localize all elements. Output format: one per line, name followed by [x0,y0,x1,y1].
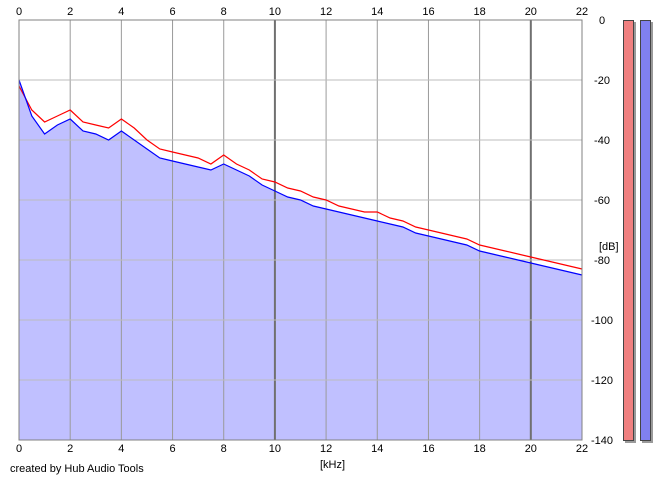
x-tick-label-bottom: 0 [16,443,22,455]
series-line-red [18,85,583,270]
y-tick-label: -140 [591,435,613,447]
y-tick-label: -40 [594,135,610,147]
x-axis-title: [kHz] [320,459,345,471]
x-tick-label-top: 8 [221,6,227,18]
x-tick-label-bottom: 6 [169,443,175,455]
x-tick-label-bottom: 20 [525,443,537,455]
x-tick-label-top: 4 [118,6,124,18]
x-tick-label-bottom: 12 [320,443,332,455]
x-tick-label-top: 6 [169,6,175,18]
x-tick-label-top: 12 [320,6,332,18]
x-tick-label-bottom: 16 [422,443,434,455]
plot-frame [18,19,583,441]
x-tick-label-bottom: 22 [576,443,588,455]
y-tick-label: -100 [591,315,613,327]
y-axis-title: [dB] [599,241,619,253]
y-tick-label: -60 [594,195,610,207]
y-tick-label: -120 [591,375,613,387]
x-tick-label-top: 0 [16,6,22,18]
y-tick-label: -80 [594,255,610,267]
x-tick-label-bottom: 2 [67,443,73,455]
x-tick-label-top: 18 [474,6,486,18]
x-tick-label-bottom: 8 [221,443,227,455]
x-tick-label-top: 10 [269,6,281,18]
x-tick-label-bottom: 14 [371,443,383,455]
x-tick-label-bottom: 18 [474,443,486,455]
x-tick-label-bottom: 10 [269,443,281,455]
x-tick-label-top: 16 [422,6,434,18]
x-tick-label-top: 2 [67,6,73,18]
footer-credit: created by Hub Audio Tools [10,463,144,475]
x-tick-label-bottom: 4 [118,443,124,455]
left-channel-meter [623,20,634,441]
right-channel-meter [640,20,651,441]
x-tick-label-top: 20 [525,6,537,18]
y-tick-label: 0 [599,15,605,27]
series-line-blue [18,79,583,276]
x-tick-label-top: 14 [371,6,383,18]
y-tick-label: -20 [594,75,610,87]
x-tick-label-top: 22 [576,6,588,18]
